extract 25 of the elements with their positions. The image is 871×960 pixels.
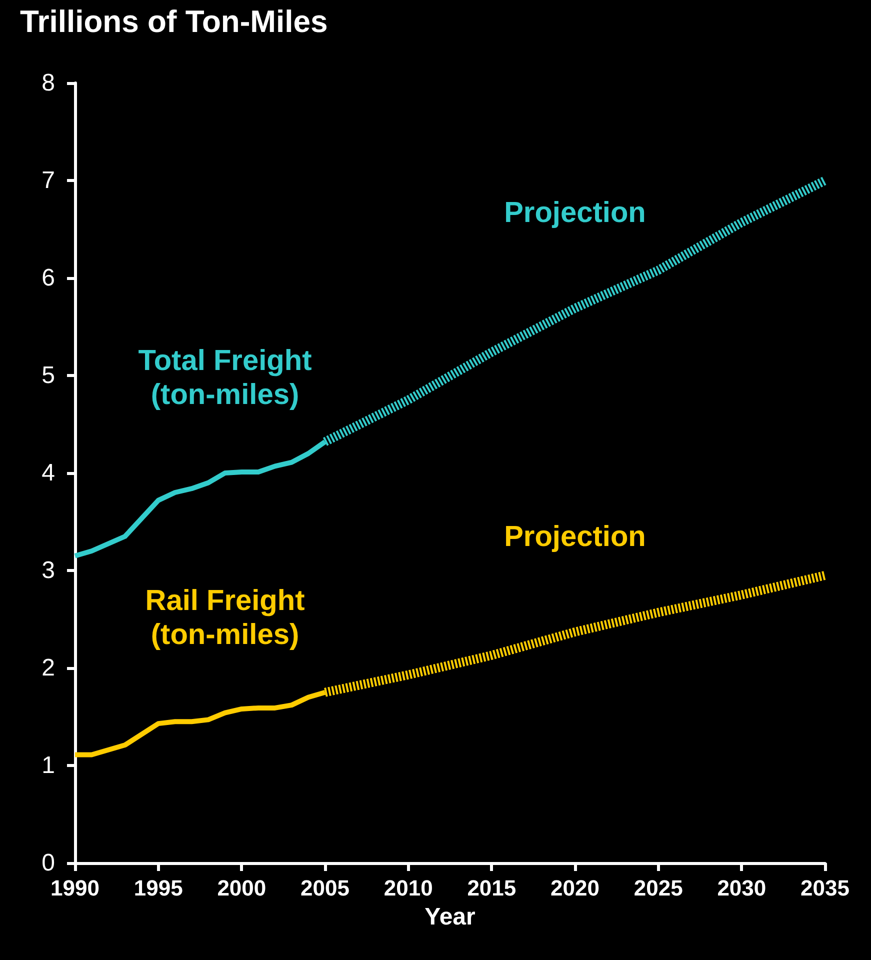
x-tick-label: 2030 — [717, 876, 766, 900]
x-tick-label: 1995 — [134, 876, 183, 900]
x-tick-label: 2010 — [384, 876, 433, 900]
series-label: Rail Freight (ton-miles) — [145, 584, 306, 651]
y-axis-title: Trillions of Ton-Miles — [20, 4, 328, 39]
x-tick-label: 2035 — [800, 876, 850, 900]
text: Projection — [504, 520, 646, 553]
x-tick-label: 2000 — [217, 876, 266, 900]
y-tick-label: 8 — [42, 70, 55, 96]
y-tick-label: 3 — [42, 557, 55, 584]
y-tick-label: 4 — [42, 460, 55, 486]
y-tick-label: 7 — [42, 167, 55, 194]
series-label: Projection — [504, 197, 646, 230]
series-label: Total Freight (ton-miles) — [138, 345, 312, 411]
x-tick-label: 1990 — [50, 876, 100, 900]
x-tick-label: 2005 — [300, 876, 350, 900]
y-tick-label: 6 — [42, 264, 55, 292]
x-tick-label: 2015 — [467, 876, 516, 900]
x-axis-title: Year — [424, 904, 476, 930]
x-tick-label: 2020 — [550, 876, 600, 900]
y-tick-label: 1 — [42, 752, 55, 779]
y-tick-label: 0 — [42, 850, 55, 876]
y-tick-label: 5 — [42, 362, 55, 389]
y-tick-label: 2 — [42, 654, 55, 682]
x-tick-label: 2025 — [634, 876, 683, 900]
